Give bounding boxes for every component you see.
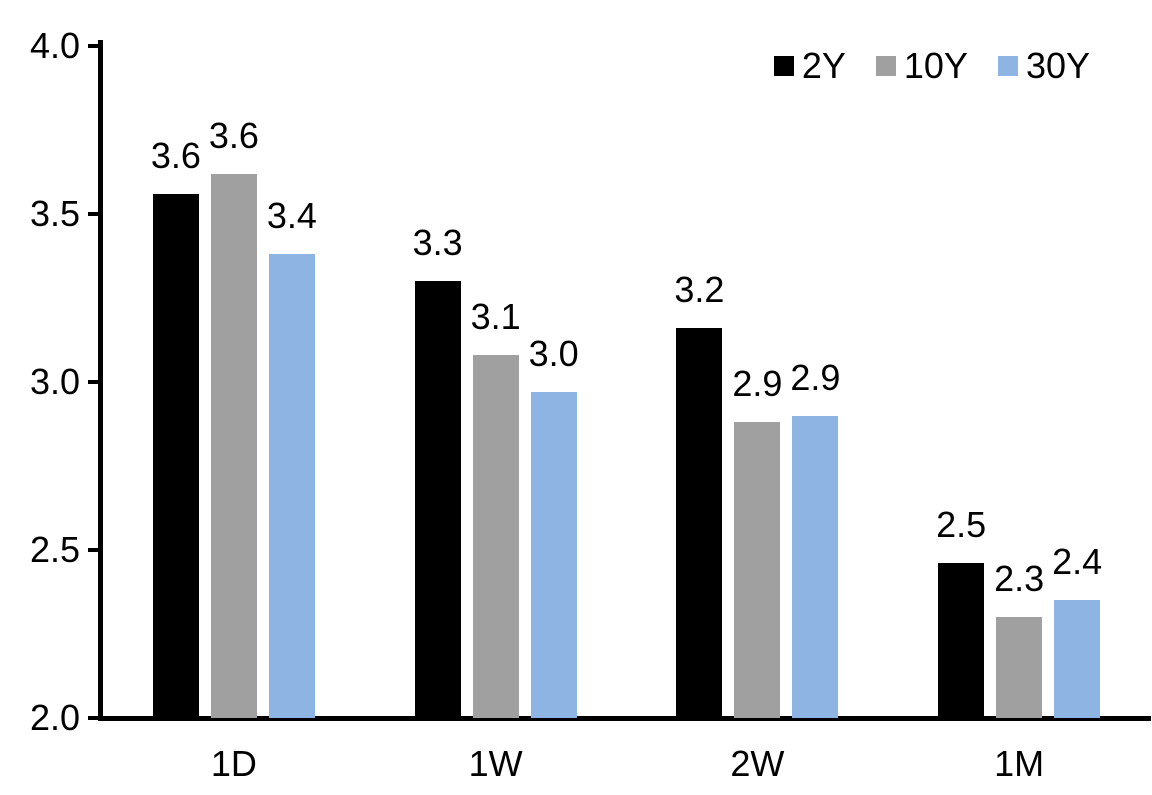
x-axis-label-2W: 2W: [730, 743, 785, 784]
y-tick-label: 2.0: [29, 697, 80, 738]
legend-swatch-30Y: [997, 56, 1018, 76]
bar-group-1W: 3.3 3.1 3.0: [365, 46, 627, 718]
legend-item-10Y: 10Y: [875, 45, 968, 86]
bar-30Y-1D: 3.4: [267, 198, 317, 718]
bar-10Y-2W: 2.9: [732, 366, 782, 718]
y-tick-label: 2.5: [29, 529, 80, 570]
bar-group-1M: 2.5 2.3 2.4: [888, 46, 1150, 718]
bar-group-2W: 3.2 2.9 2.9: [627, 46, 889, 718]
bar-label-2Y-1M: 2.5: [936, 504, 987, 546]
bar-2Y-2W: 3.2: [674, 272, 724, 718]
bar-2Y-1W: 3.3: [413, 225, 463, 718]
bar-10Y-1W: 3.1: [471, 299, 521, 718]
legend-swatch-10Y: [875, 56, 896, 76]
legend-swatch-2Y: [773, 56, 794, 76]
y-tick: [88, 380, 98, 384]
y-tick-label: 4.0: [29, 25, 80, 66]
y-tick: [88, 44, 98, 48]
bar-label-10Y-1D: 3.6: [208, 114, 259, 156]
x-axis-label-1M: 1M: [994, 743, 1045, 784]
y-tick: [88, 548, 98, 552]
bar-2Y-1D: 3.6: [151, 137, 201, 718]
legend-label-10Y: 10Y: [903, 45, 968, 86]
y-tick: [88, 716, 98, 720]
bar-label-30Y-2W: 2.9: [790, 356, 841, 398]
bar-label-10Y-2W: 2.9: [732, 363, 783, 405]
bar-label-30Y-1W: 3.0: [528, 333, 579, 375]
bar-label-2Y-1W: 3.3: [412, 222, 463, 264]
bar-label-30Y-1D: 3.4: [266, 195, 317, 237]
x-axis-label-1W: 1W: [468, 743, 523, 784]
bar-10Y-1M: 2.3: [994, 561, 1044, 718]
bar-label-10Y-1M: 2.3: [994, 558, 1045, 600]
bar-label-30Y-1M: 2.4: [1052, 541, 1103, 583]
x-axis-line: [98, 716, 1151, 721]
x-axis-labels: 1D 1W 2W 1M: [103, 746, 1150, 782]
legend-item-30Y: 30Y: [997, 45, 1090, 86]
bar-30Y-1W: 3.0: [529, 336, 579, 718]
bar-label-2Y-1D: 3.6: [150, 134, 201, 176]
bar-10Y-1D: 3.6: [209, 117, 259, 718]
bar-2Y-1M: 2.5: [936, 507, 986, 718]
y-tick-label: 3.0: [29, 361, 80, 402]
bar-30Y-2W: 2.9: [790, 359, 840, 718]
legend: 2Y 10Y 30Y: [773, 45, 1090, 86]
legend-label-30Y: 30Y: [1025, 45, 1090, 86]
legend-item-2Y: 2Y: [773, 45, 846, 86]
y-tick-label: 3.5: [29, 193, 80, 234]
bar-label-10Y-1W: 3.1: [470, 296, 521, 338]
x-axis-label-1D: 1D: [210, 743, 257, 784]
bar-group-1D: 3.6 3.6 3.4: [103, 46, 365, 718]
bar-30Y-1M: 2.4: [1052, 544, 1102, 718]
y-tick: [88, 212, 98, 216]
legend-label-2Y: 2Y: [801, 45, 846, 86]
plot-area: 3.6 3.6 3.4 3.3 3.1 3.0 3.2 2.9 2.9 2.5 2.3 2.4: [103, 46, 1150, 718]
bar-label-2Y-2W: 3.2: [674, 269, 725, 311]
y-axis-line: [98, 40, 103, 721]
